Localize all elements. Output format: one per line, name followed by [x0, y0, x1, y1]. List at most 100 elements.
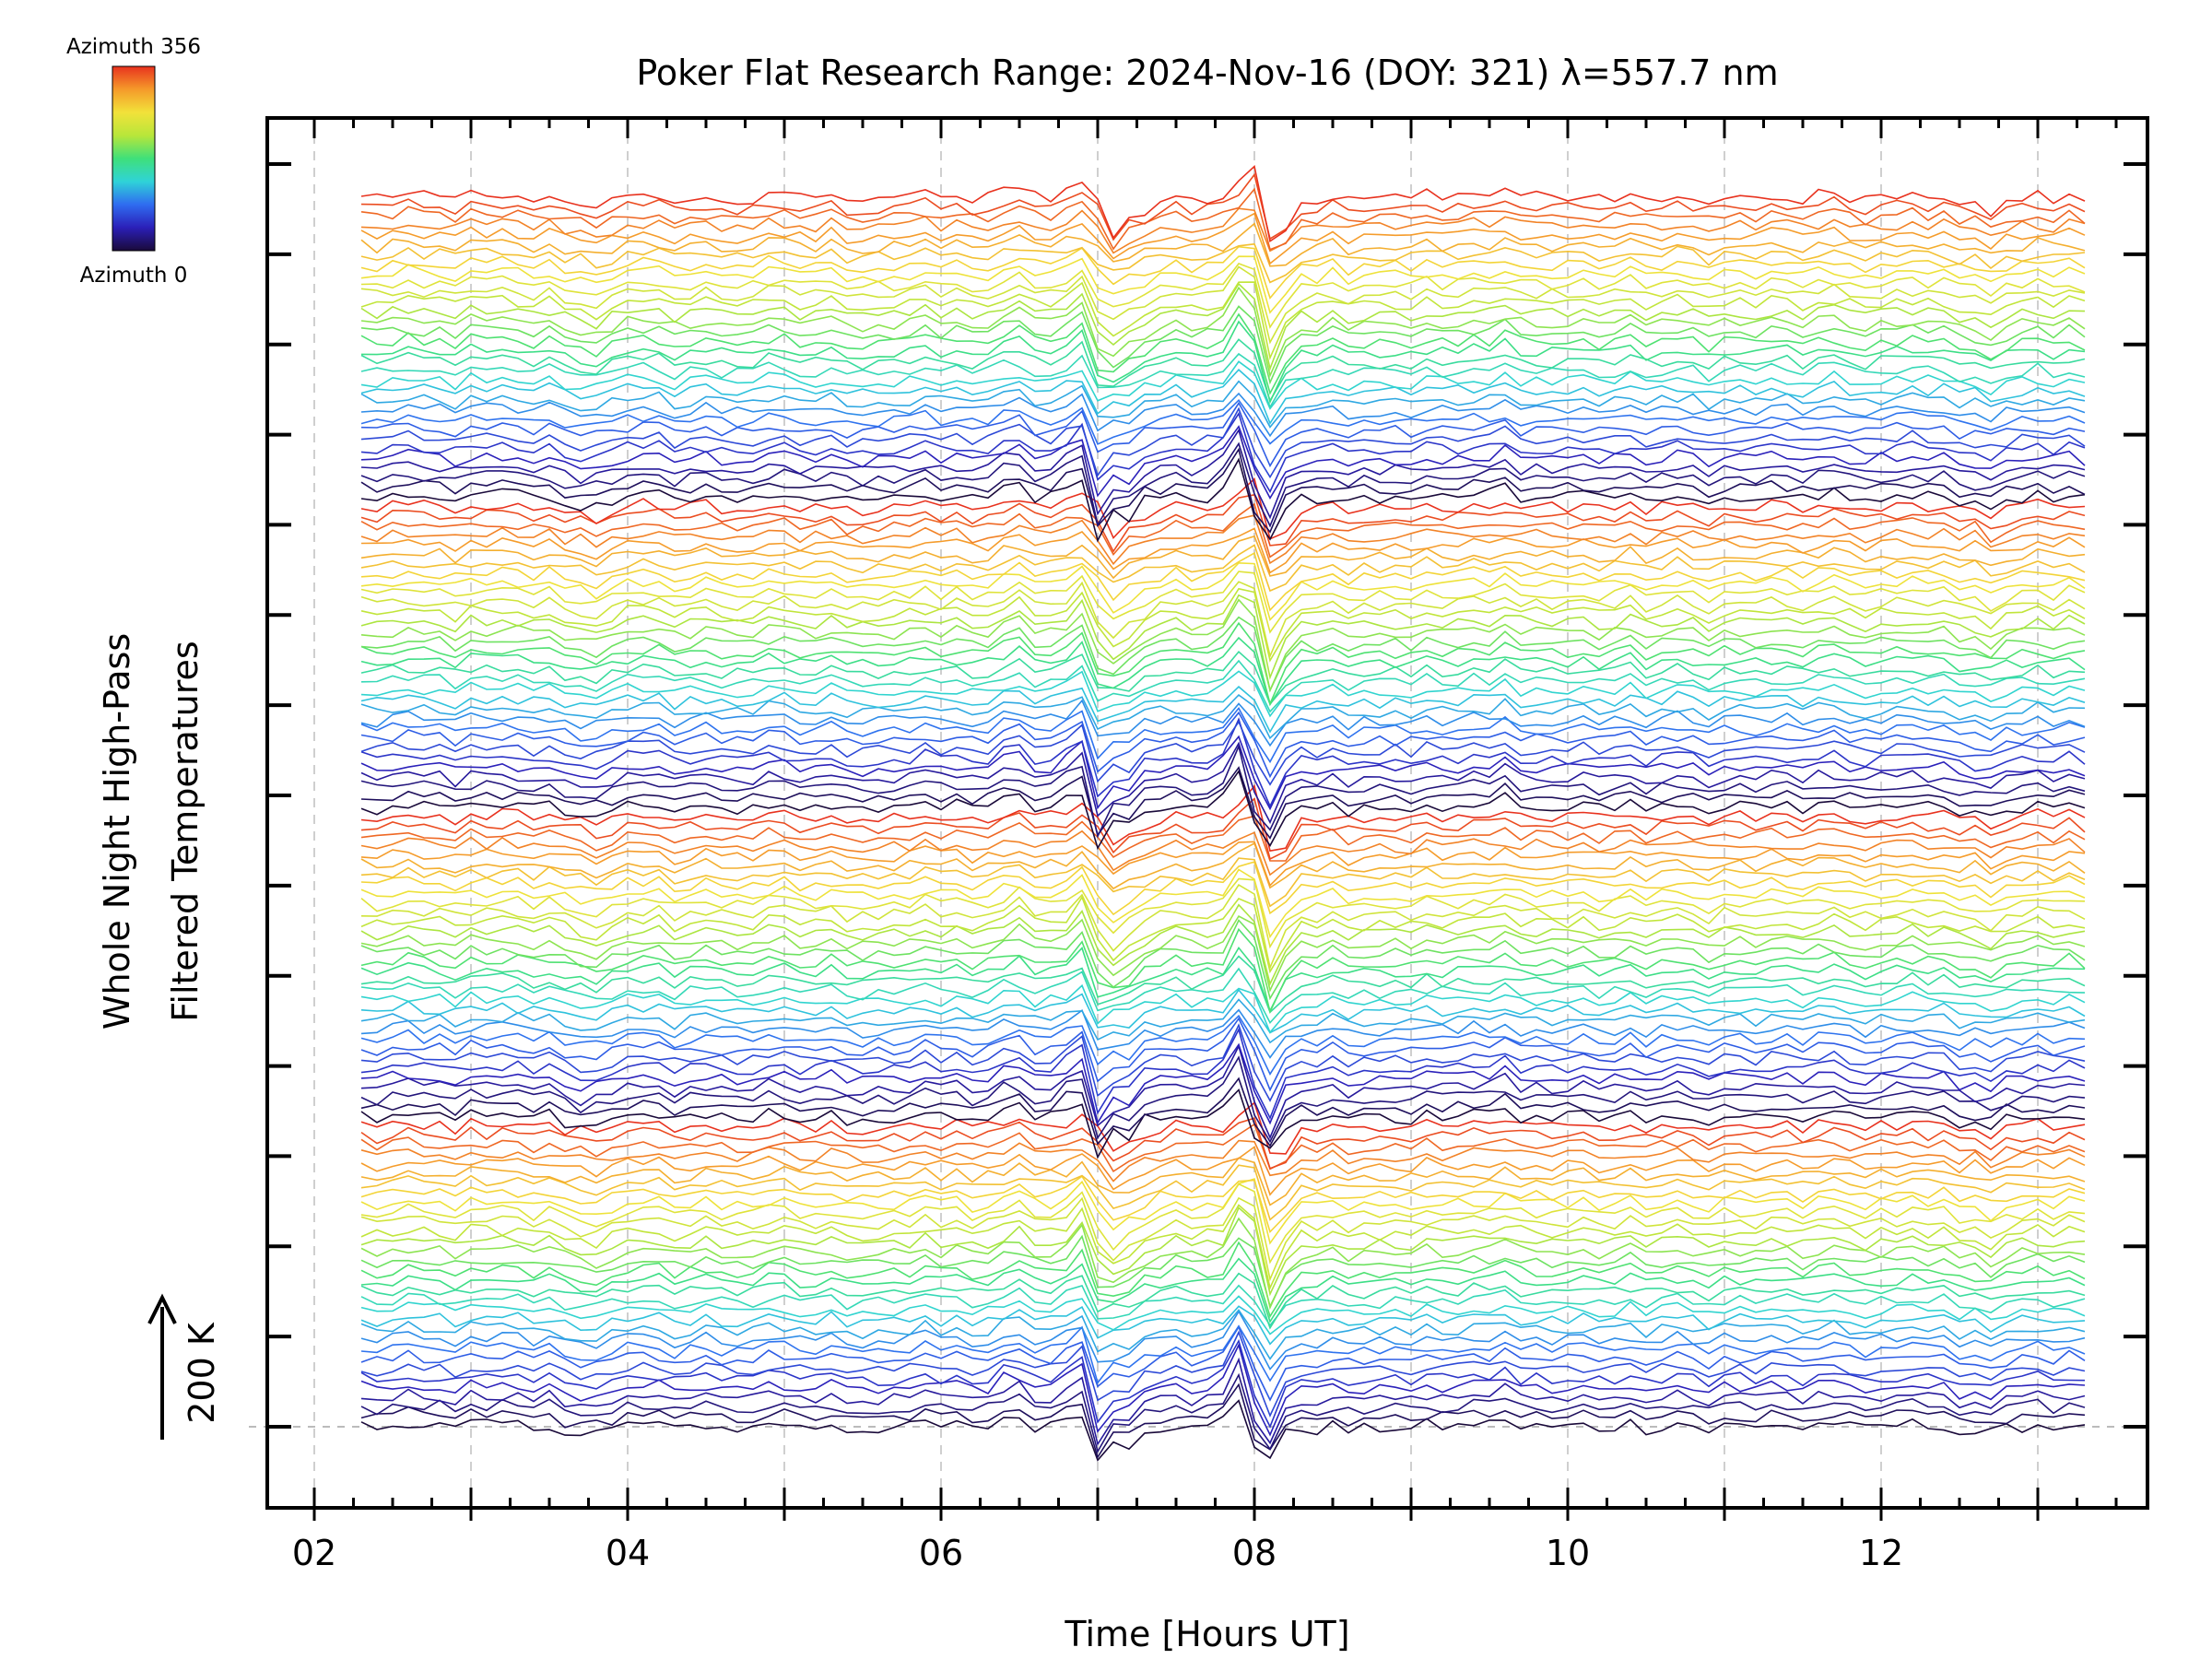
- azimuth-trace: [360, 581, 2086, 659]
- azimuth-trace: [360, 1196, 2086, 1282]
- azimuth-trace: [360, 1042, 2086, 1125]
- azimuth-trace: [360, 616, 2086, 693]
- azimuth-trace: [360, 428, 2086, 520]
- azimuth-trace: [360, 741, 2086, 825]
- azimuth-trace: [360, 784, 2086, 853]
- azimuth-trace: [360, 815, 2086, 862]
- azimuth-trace: [360, 720, 2086, 786]
- azimuth-trace: [360, 914, 2086, 993]
- azimuth-trace: [360, 967, 2086, 1024]
- x-tick-label: 02: [292, 1533, 336, 1573]
- y-axis-label-line2: Filtered Temperatures: [165, 641, 206, 1021]
- azimuth-trace: [360, 693, 2086, 740]
- azimuth-trace: [360, 265, 2086, 345]
- azimuth-trace: [360, 1295, 2086, 1335]
- azimuth-trace: [360, 502, 2086, 559]
- azimuth-trace: [360, 919, 2086, 1001]
- azimuth-trace: [360, 1043, 2086, 1140]
- azimuth-trace: [360, 1077, 2086, 1147]
- azimuth-trace: [360, 1146, 2086, 1196]
- azimuth-trace: [360, 1204, 2086, 1290]
- azimuth-trace: [360, 441, 2086, 528]
- azimuth-trace: [360, 338, 2086, 403]
- azimuth-trace: [360, 398, 2086, 445]
- azimuth-trace: [360, 1338, 2086, 1429]
- x-tick-label: 12: [1859, 1533, 1903, 1573]
- azimuth-trace: [360, 735, 2086, 811]
- azimuth-trace: [360, 841, 2086, 888]
- azimuth-trace: [360, 360, 2086, 410]
- scale-bar-label: 200 K: [182, 1322, 222, 1424]
- azimuth-trace: [360, 535, 2086, 580]
- azimuth-trace: [360, 401, 2086, 468]
- azimuth-trace: [360, 1123, 2086, 1173]
- azimuth-trace: [360, 1217, 2086, 1311]
- azimuth-trace: [360, 212, 2086, 265]
- azimuth-trace: [360, 587, 2086, 663]
- grid: [313, 118, 2039, 1508]
- azimuth-trace: [360, 245, 2086, 300]
- azimuth-trace: [360, 1241, 2086, 1319]
- azimuth-trace: [360, 312, 2086, 395]
- azimuth-trace: [360, 1017, 2086, 1092]
- azimuth-trace: [360, 1027, 2086, 1120]
- azimuth-trace: [360, 281, 2086, 360]
- azimuth-trace: [360, 699, 2086, 747]
- azimuth-trace: [360, 1182, 2086, 1265]
- azimuth-trace: [360, 406, 2086, 479]
- azimuth-trace: [360, 447, 2086, 534]
- azimuth-trace: [360, 551, 2086, 612]
- azimuth-trace: [360, 877, 2086, 949]
- azimuth-trace: [360, 392, 2086, 438]
- azimuth-trace: [360, 1175, 2086, 1234]
- azimuth-trace: [360, 659, 2086, 713]
- azimuth-trace: [360, 172, 2086, 241]
- azimuth-trace: [360, 1343, 2086, 1437]
- azimuth-trace: [360, 841, 2086, 890]
- colorbar: [112, 65, 156, 252]
- azimuth-trace: [360, 1372, 2086, 1454]
- azimuth-trace: [360, 1324, 2086, 1385]
- azimuth-trace: [360, 1139, 2086, 1182]
- azimuth-trace: [360, 527, 2086, 574]
- azimuth-trace: [360, 903, 2086, 986]
- azimuth-trace: [360, 255, 2086, 314]
- azimuth-trace: [360, 711, 2086, 779]
- azimuth-trace: [360, 187, 2086, 251]
- azimuth-trace: [360, 425, 2086, 500]
- azimuth-trace: [360, 650, 2086, 706]
- azimuth-trace: [360, 493, 2086, 553]
- azimuth-trace: [360, 884, 2086, 971]
- azimuth-trace: [360, 1399, 2086, 1462]
- x-tick-label: 10: [1546, 1533, 1590, 1573]
- plot-frame: [265, 116, 2149, 1510]
- azimuth-trace: [360, 282, 2086, 371]
- azimuth-trace: [360, 305, 2086, 385]
- azimuth-trace: [360, 320, 2086, 405]
- azimuth-trace: [360, 222, 2086, 267]
- azimuth-trace: [360, 744, 2086, 839]
- azimuth-trace: [360, 263, 2086, 329]
- azimuth-trace: [360, 998, 2086, 1044]
- azimuth-trace: [360, 380, 2086, 429]
- x-axis-label: Time [Hours UT]: [1064, 1614, 1349, 1654]
- azimuth-trace: [360, 1330, 2086, 1418]
- azimuth-trace: [360, 766, 2086, 840]
- azimuth-trace: [360, 717, 2086, 808]
- azimuth-trace: [360, 927, 2086, 1015]
- azimuth-trace: [360, 636, 2086, 707]
- colorbar-bottom-label: Azimuth 0: [80, 264, 188, 288]
- colorbar-top-label: Azimuth 356: [66, 35, 201, 59]
- azimuth-trace: [360, 477, 2086, 540]
- azimuth-trace: [360, 1008, 2086, 1059]
- azimuth-trace: [360, 286, 2086, 378]
- azimuth-trace: [360, 830, 2086, 877]
- azimuth-trace: [360, 1055, 2086, 1144]
- azimuth-trace: [360, 1284, 2086, 1327]
- azimuth-trace: [360, 571, 2086, 634]
- azimuth-trace: [360, 770, 2086, 851]
- azimuth-trace: [360, 514, 2086, 566]
- azimuth-trace: [360, 868, 2086, 939]
- x-tick-label: 08: [1232, 1533, 1277, 1573]
